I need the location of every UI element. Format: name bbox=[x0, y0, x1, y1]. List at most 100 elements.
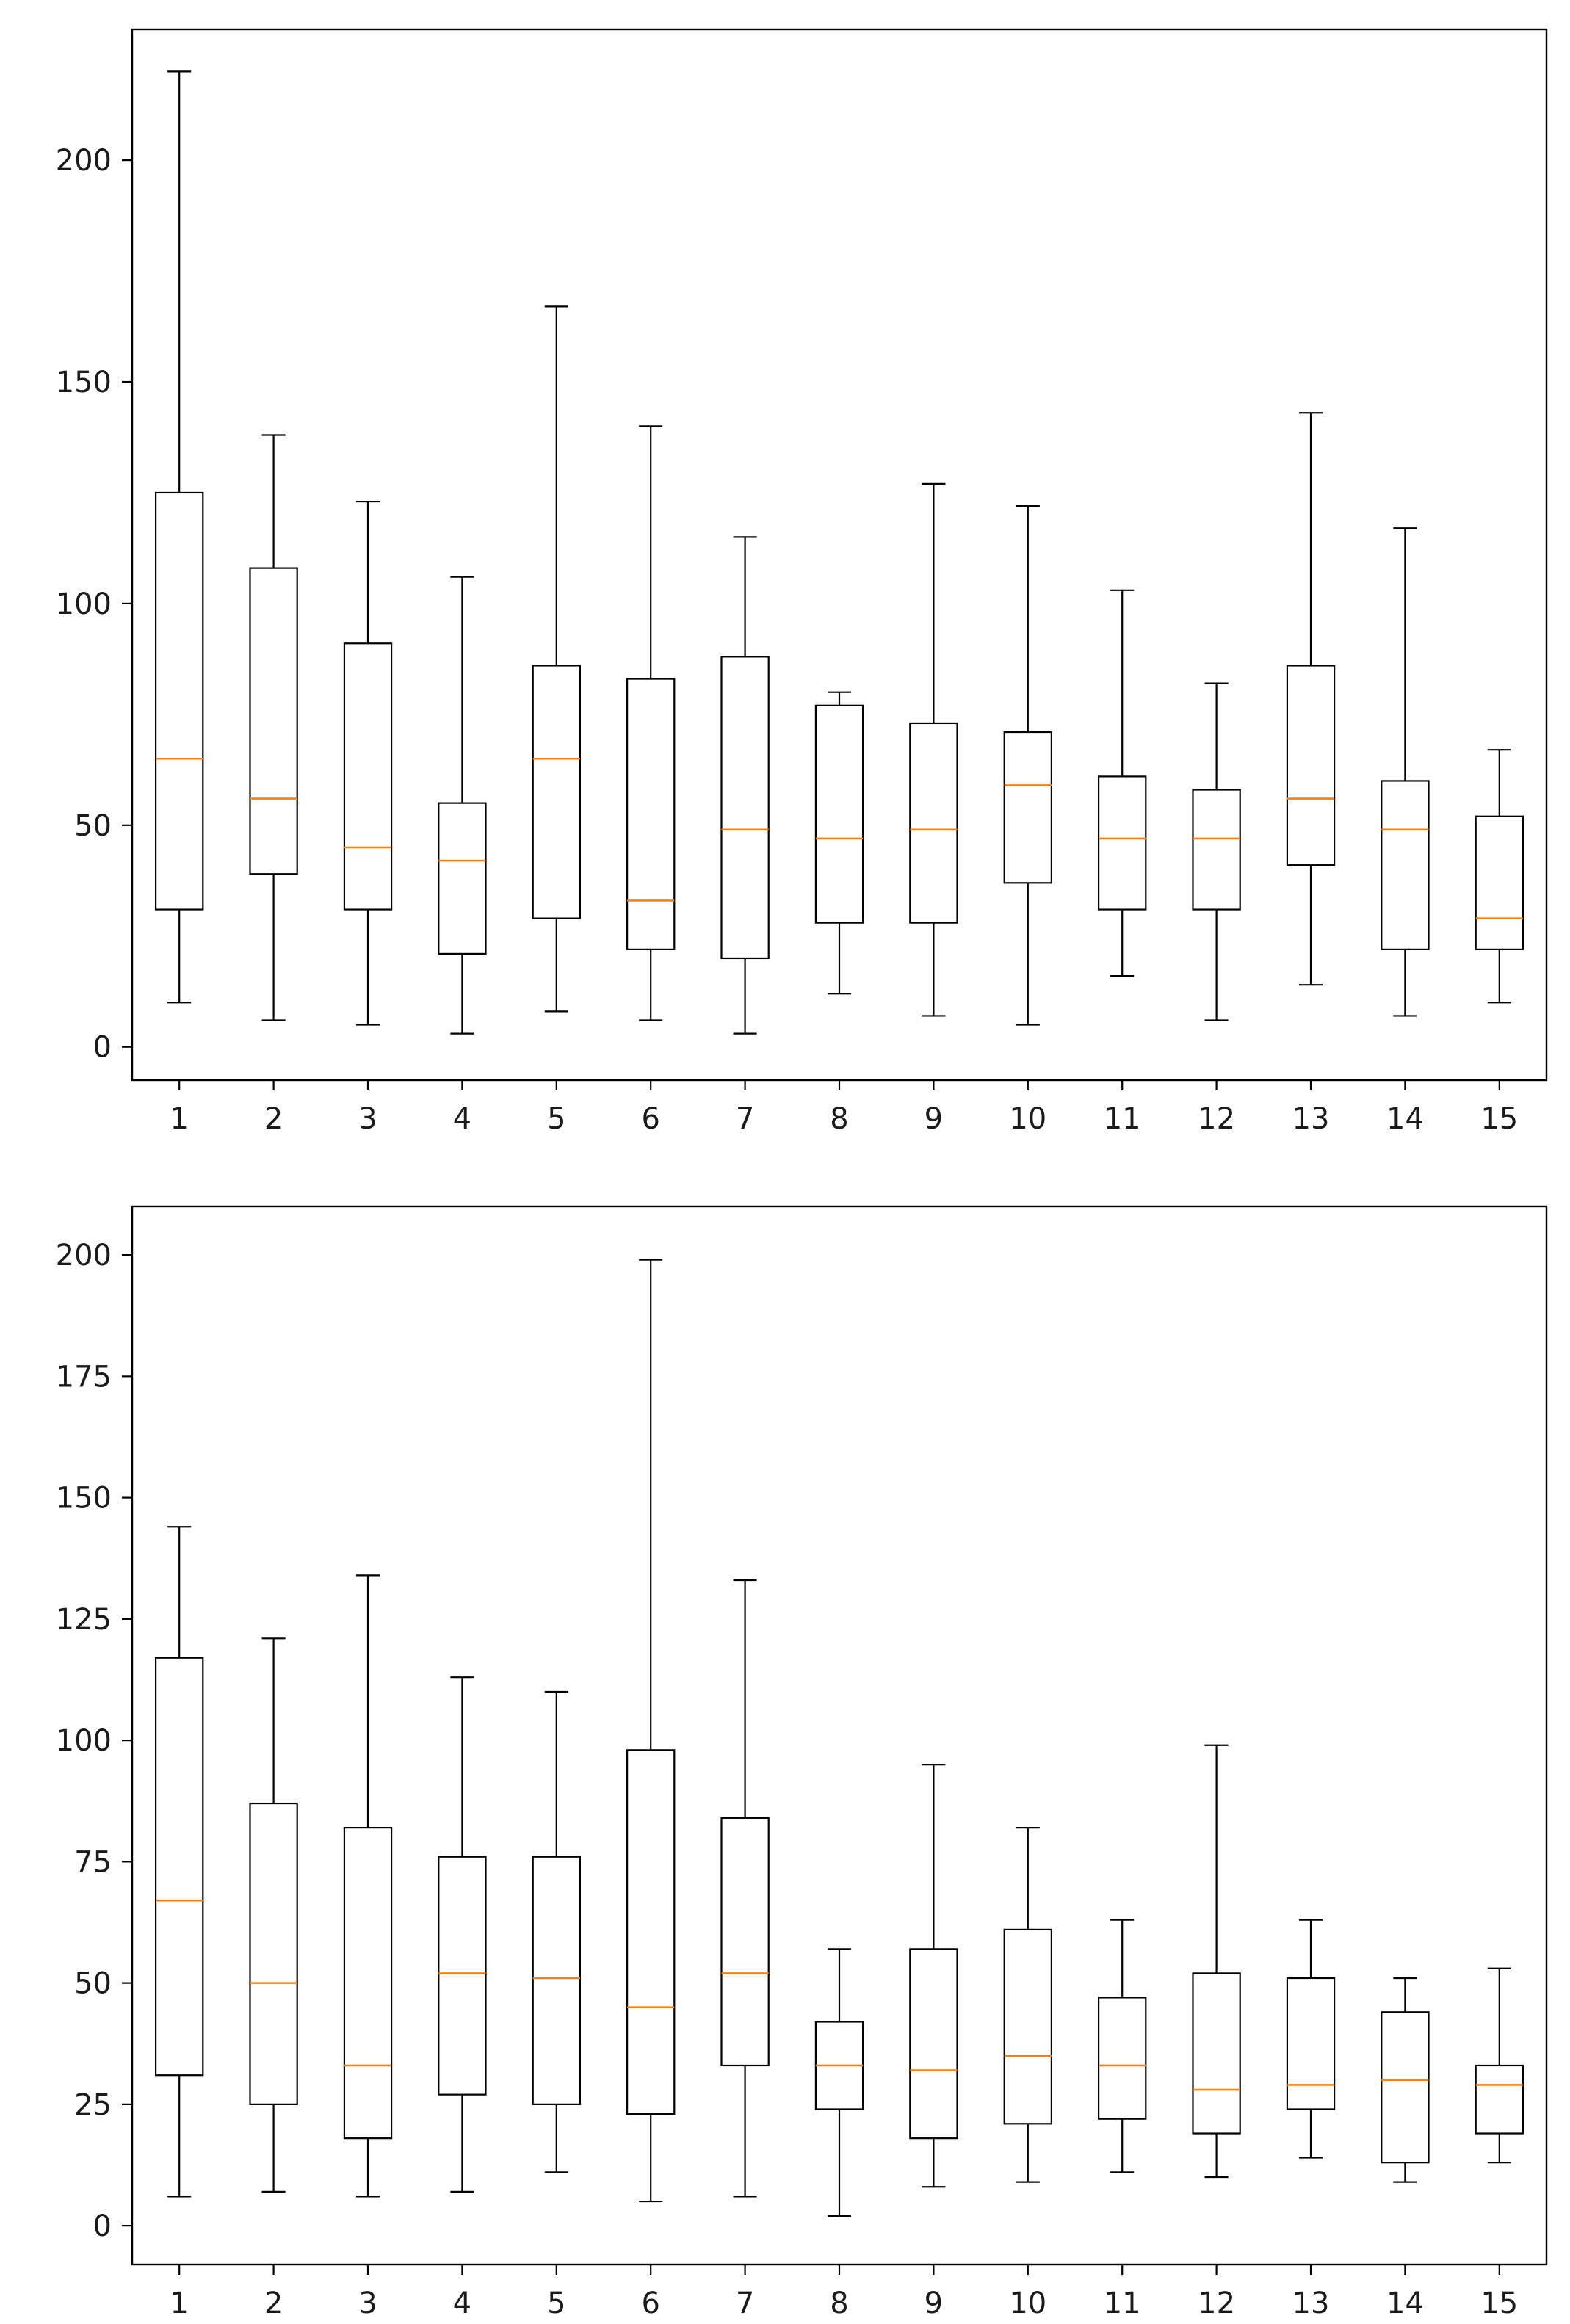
box-8 bbox=[814, 1948, 864, 2217]
x-tick-label: 5 bbox=[547, 2287, 565, 2320]
y-tick-label: 100 bbox=[56, 1724, 112, 1758]
box-6 bbox=[626, 425, 676, 1021]
iqr-box bbox=[438, 1856, 487, 2096]
y-tick-label: 125 bbox=[56, 1603, 112, 1637]
x-tick-label: 2 bbox=[264, 1102, 283, 1136]
x-tick-label: 6 bbox=[641, 1102, 659, 1136]
box-6 bbox=[626, 1259, 676, 2203]
x-tick-label: 13 bbox=[1292, 2287, 1330, 2320]
x-tick-label: 7 bbox=[736, 2287, 754, 2320]
iqr-box bbox=[626, 678, 676, 950]
iqr-box bbox=[1097, 1997, 1147, 2120]
iqr-box bbox=[1192, 789, 1241, 911]
iqr-box bbox=[1192, 1972, 1241, 2135]
box-11 bbox=[1097, 1919, 1147, 2173]
box-14 bbox=[1381, 1977, 1430, 2183]
x-tick-label: 15 bbox=[1480, 1102, 1518, 1136]
box-10 bbox=[1003, 504, 1052, 1026]
iqr-box bbox=[1003, 1928, 1052, 2125]
x-tick-label: 4 bbox=[453, 1102, 471, 1136]
x-tick-label: 5 bbox=[547, 1102, 565, 1136]
iqr-box bbox=[1381, 780, 1430, 950]
iqr-box bbox=[343, 642, 393, 911]
iqr-box bbox=[155, 491, 204, 911]
y-tick-label: 75 bbox=[74, 1845, 112, 1879]
box-10 bbox=[1003, 1826, 1052, 2183]
y-tick-label: 150 bbox=[56, 1482, 112, 1516]
x-tick-label: 14 bbox=[1386, 2287, 1424, 2320]
iqr-box bbox=[1475, 2064, 1524, 2135]
box-13 bbox=[1286, 412, 1336, 986]
x-tick-label: 11 bbox=[1104, 1102, 1141, 1136]
iqr-box bbox=[626, 1749, 676, 2115]
y-tick-label: 175 bbox=[56, 1360, 112, 1394]
box-11 bbox=[1097, 589, 1147, 977]
x-tick-label: 9 bbox=[925, 1102, 943, 1136]
iqr-box bbox=[438, 802, 487, 955]
x-tick-label: 10 bbox=[1009, 1102, 1046, 1136]
x-tick-label: 1 bbox=[170, 2287, 188, 2320]
x-tick-label: 3 bbox=[358, 1102, 377, 1136]
iqr-box bbox=[343, 1826, 393, 2140]
box-9 bbox=[909, 1764, 958, 2188]
y-tick-label: 200 bbox=[56, 144, 112, 178]
box-12 bbox=[1192, 682, 1241, 1021]
x-tick-label: 12 bbox=[1198, 2287, 1235, 2320]
box-2 bbox=[249, 1637, 298, 2193]
x-tick-label: 15 bbox=[1480, 2287, 1518, 2320]
x-tick-label: 11 bbox=[1104, 2287, 1141, 2320]
x-tick-label: 7 bbox=[736, 1102, 754, 1136]
x-tick-label: 14 bbox=[1386, 1102, 1424, 1136]
x-tick-label: 12 bbox=[1198, 1102, 1235, 1136]
y-tick-label: 100 bbox=[56, 587, 112, 621]
x-tick-label: 13 bbox=[1292, 1102, 1330, 1136]
x-tick-label: 9 bbox=[925, 2287, 943, 2320]
x-tick-label: 8 bbox=[830, 1102, 848, 1136]
iqr-box bbox=[720, 656, 770, 960]
iqr-box bbox=[909, 722, 958, 924]
iqr-box bbox=[909, 1948, 958, 2140]
x-tick-label: 10 bbox=[1009, 2287, 1046, 2320]
iqr-box bbox=[814, 704, 864, 924]
y-tick-label: 150 bbox=[56, 366, 112, 399]
box-1 bbox=[155, 1526, 204, 2198]
box-4 bbox=[438, 576, 487, 1035]
x-tick-label: 4 bbox=[453, 2287, 471, 2320]
box-7 bbox=[720, 536, 770, 1035]
box-13 bbox=[1286, 1919, 1336, 2159]
box-3 bbox=[343, 500, 393, 1026]
box-14 bbox=[1381, 527, 1430, 1017]
box-12 bbox=[1192, 1744, 1241, 2179]
y-tick-label: 200 bbox=[56, 1239, 112, 1273]
iqr-box bbox=[249, 1802, 298, 2105]
y-tick-label: 50 bbox=[74, 1967, 112, 2001]
box-4 bbox=[438, 1676, 487, 2193]
iqr-box bbox=[532, 665, 582, 919]
x-tick-label: 8 bbox=[830, 2287, 848, 2320]
iqr-box bbox=[249, 567, 298, 875]
y-tick-label: 0 bbox=[93, 1031, 112, 1065]
y-tick-label: 25 bbox=[74, 2088, 112, 2122]
box-9 bbox=[909, 482, 958, 1017]
box-5 bbox=[532, 1690, 582, 2173]
x-tick-label: 3 bbox=[358, 2287, 377, 2320]
iqr-box bbox=[532, 1856, 582, 2105]
iqr-box bbox=[1286, 665, 1336, 866]
box-3 bbox=[343, 1574, 393, 2198]
y-tick-label: 50 bbox=[74, 809, 112, 843]
box-5 bbox=[532, 305, 582, 1013]
iqr-box bbox=[1286, 1977, 1336, 2110]
iqr-box bbox=[1381, 2011, 1430, 2164]
box-7 bbox=[720, 1579, 770, 2198]
box-15 bbox=[1475, 1967, 1524, 2164]
box-8 bbox=[814, 691, 864, 995]
iqr-box bbox=[1003, 731, 1052, 884]
y-tick-label: 0 bbox=[93, 2209, 112, 2243]
box-1 bbox=[155, 70, 204, 1004]
box-15 bbox=[1475, 749, 1524, 1004]
iqr-box bbox=[1475, 815, 1524, 950]
x-tick-label: 1 bbox=[170, 1102, 188, 1136]
x-tick-label: 6 bbox=[641, 2287, 659, 2320]
